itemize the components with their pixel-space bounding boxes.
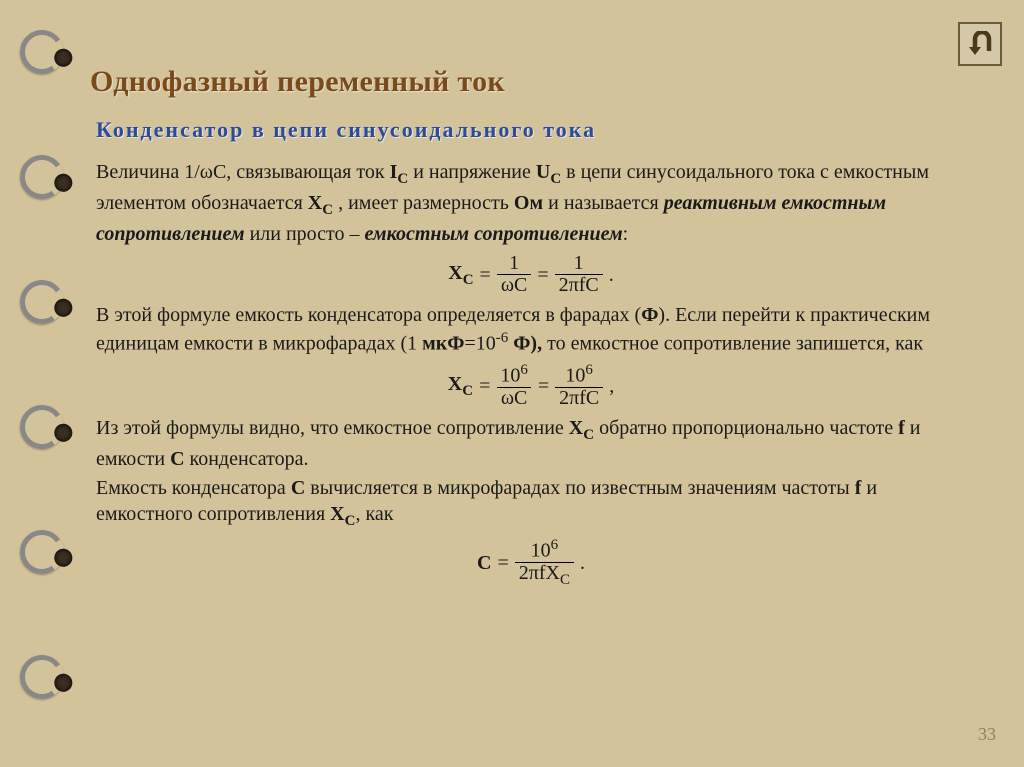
binder-ring	[17, 152, 68, 203]
paragraph: Емкость конденсатора C вычисляется в мик…	[96, 475, 966, 533]
binder-ring	[17, 652, 68, 703]
equation-xc-microfarad: XC = 106ωC = 1062πfC ,	[96, 363, 966, 409]
equation-capacitance: C = 106 2πfXC .	[96, 538, 966, 588]
paragraph: В этой формуле емкость конденсатора опре…	[96, 302, 966, 357]
u-turn-icon	[965, 31, 995, 57]
paragraph: Величина 1/ωC, связывающая ток IC и напр…	[96, 159, 966, 247]
binder-ring	[17, 402, 68, 453]
binder-ring	[17, 27, 68, 78]
slide-title: Однофазный переменный ток	[90, 65, 994, 99]
body-text: Величина 1/ωC, связывающая ток IC и напр…	[96, 159, 966, 588]
slide-content: Однофазный переменный ток Конденсатор в …	[90, 65, 994, 594]
binder-ring	[17, 277, 68, 328]
page-number: 33	[978, 724, 996, 745]
slide-subtitle: Конденсатор в цепи синусоидального тока	[96, 117, 994, 143]
equation-xc-definition: XC = 1ωC = 12πfC .	[96, 253, 966, 296]
binder-ring	[17, 527, 68, 578]
back-button[interactable]	[958, 22, 1002, 66]
ring-binder	[0, 0, 75, 767]
paragraph: Из этой формулы видно, что емкостное соп…	[96, 415, 966, 473]
